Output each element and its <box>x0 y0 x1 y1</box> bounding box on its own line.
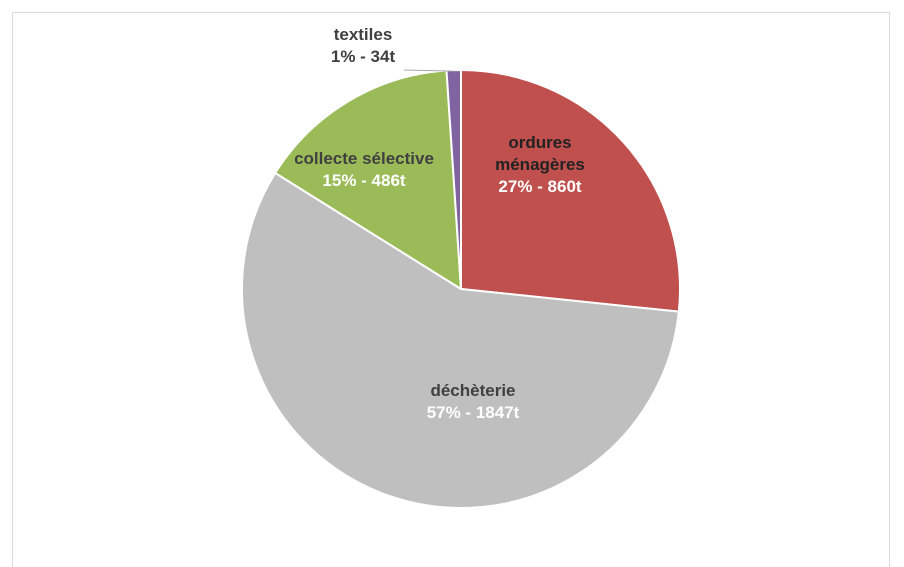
label-value-collecte-selective: 15% - 486t <box>322 171 405 190</box>
pie-slices <box>240 69 681 510</box>
label-name-textiles-0: textiles <box>334 25 393 44</box>
slice-decheterie <box>240 171 680 510</box>
label-name-ordures-menageres-0: ordures <box>508 133 571 152</box>
label-name-ordures-menageres-1: ménagères <box>495 155 585 174</box>
pie-chart: ordures ménagères 27% - 860t déchèterie 57% … <box>240 25 681 510</box>
label-textiles: textiles 1% - 34t <box>331 25 396 66</box>
slice-ordures-menageres <box>460 69 681 313</box>
label-name-collecte-selective-0: collecte sélective <box>294 149 434 168</box>
label-ordures-menageres: ordures ménagères 27% - 860t <box>495 133 585 196</box>
label-collecte-selective: collecte sélective 15% - 486t <box>294 149 434 190</box>
textiles-leader-line <box>403 69 454 72</box>
label-decheterie: déchèterie 57% - 1847t <box>427 381 520 422</box>
label-value-ordures-menageres: 27% - 860t <box>498 177 581 196</box>
label-name-decheterie-0: déchèterie <box>430 381 515 400</box>
label-value-textiles: 1% - 34t <box>331 47 396 66</box>
label-value-decheterie: 57% - 1847t <box>427 403 520 422</box>
pie-labels: ordures ménagères 27% - 860t déchèterie 57% … <box>294 25 585 422</box>
slice-collecte-selective <box>274 69 462 290</box>
